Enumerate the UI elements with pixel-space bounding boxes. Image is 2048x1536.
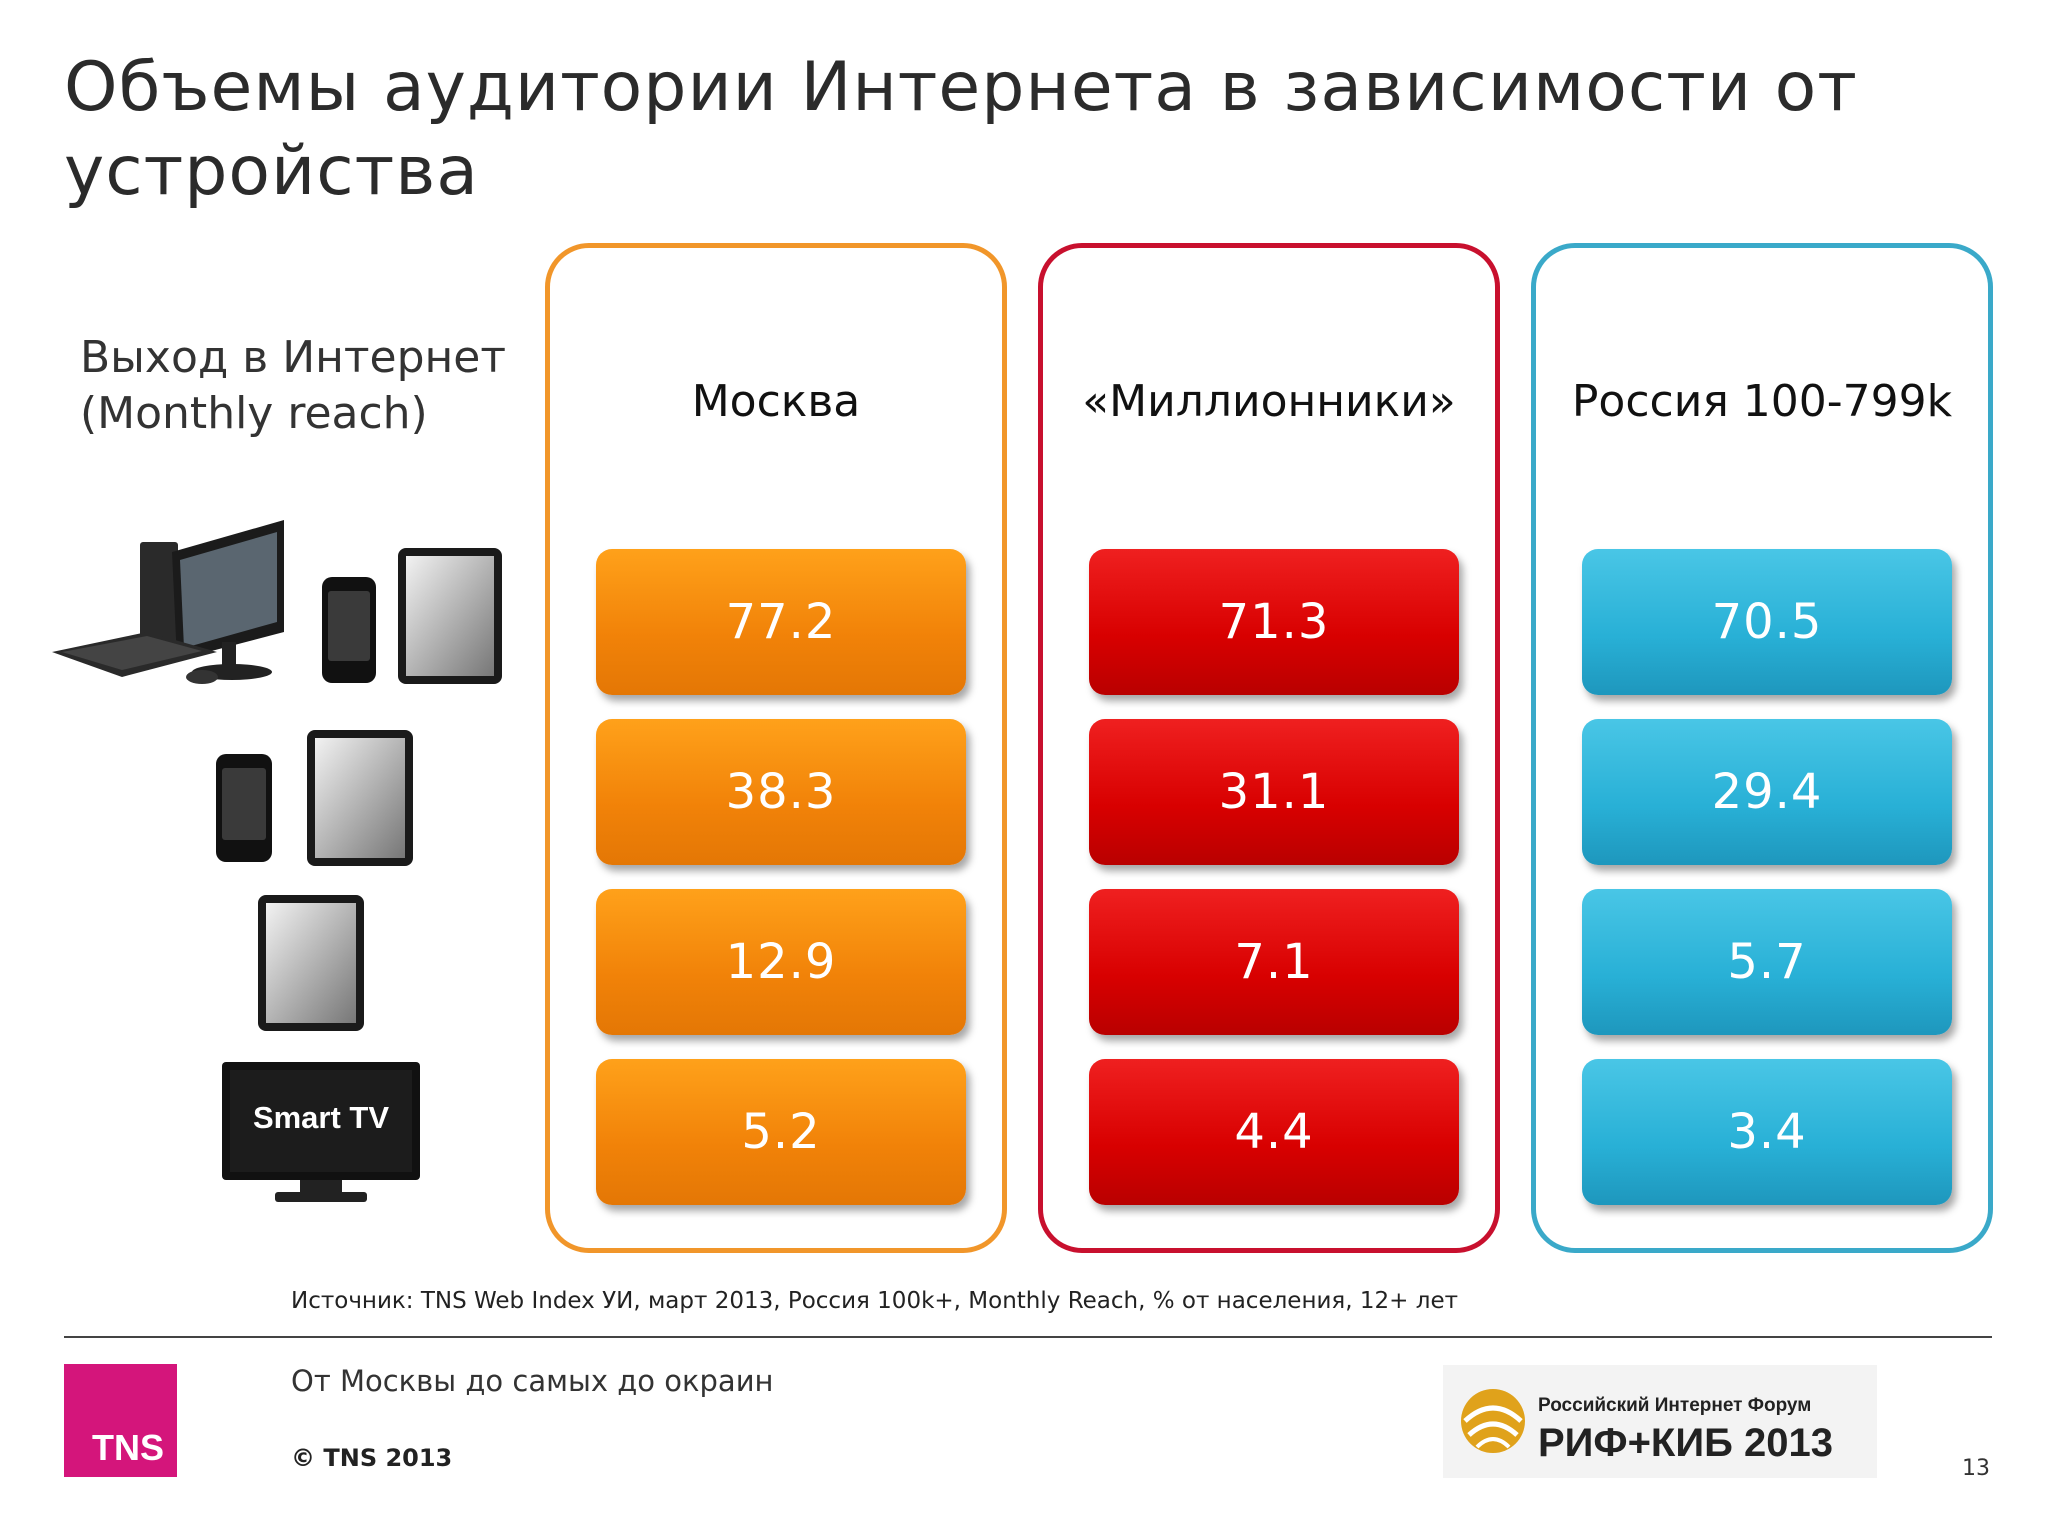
region-title: Москва <box>691 376 861 427</box>
smartphone-icon <box>216 754 272 862</box>
tns-logo-text: TNS <box>92 1427 164 1468</box>
region-title: Россия 100-799k <box>1571 376 1953 427</box>
footer-tagline: От Москвы до самых до окраин <box>291 1364 774 1398</box>
value-box: 71.3 <box>1089 549 1459 695</box>
rif-logo-small-text: Российский Интернет Форум <box>1538 1395 1812 1416</box>
slide-title: Объемы аудитории Интернета в зависимости… <box>64 48 1858 211</box>
row-label: Выход в Интернет (Monthly reach) <box>80 330 540 442</box>
value-box: 31.1 <box>1089 719 1459 865</box>
rif-logo-big-text: РИФ+КИБ 2013 <box>1538 1421 1833 1465</box>
row-label-line2: (Monthly reach) <box>80 388 428 439</box>
source-note: Источник: TNS Web Index УИ, март 2013, Р… <box>291 1288 1458 1314</box>
page-number: 13 <box>1962 1456 1990 1481</box>
value-box: 7.1 <box>1089 889 1459 1035</box>
value-box: 3.4 <box>1582 1059 1952 1205</box>
smartphone-icon <box>322 577 376 683</box>
value-box: 70.5 <box>1582 549 1952 695</box>
tablet-icon <box>307 730 413 866</box>
smart-tv-label: Smart TV <box>252 1100 390 1135</box>
copyright: © TNS 2013 <box>291 1444 453 1472</box>
value-box: 77.2 <box>596 549 966 695</box>
value-box: 4.4 <box>1089 1059 1459 1205</box>
region-title: «Миллионники» <box>1082 376 1456 427</box>
value-box: 12.9 <box>596 889 966 1035</box>
value-box: 29.4 <box>1582 719 1952 865</box>
desktop-computer-icon <box>52 520 284 684</box>
region-panel-moscow: Москва 77.2 38.3 12.9 5.2 <box>545 243 1007 1253</box>
rif-logo: Российский Интернет Форум РИФ+КИБ 2013 <box>1443 1365 1877 1478</box>
smart-tv-icon: Smart TV <box>220 1060 422 1210</box>
tns-logo: TNS <box>64 1364 177 1477</box>
tablet-icon <box>258 895 364 1031</box>
value-box: 5.7 <box>1582 889 1952 1035</box>
value-box: 38.3 <box>596 719 966 865</box>
rif-emblem-icon <box>1461 1389 1525 1453</box>
region-panel-millionniki: «Миллионники» 71.3 31.1 7.1 4.4 <box>1038 243 1500 1253</box>
value-box: 5.2 <box>596 1059 966 1205</box>
footer-divider <box>64 1336 1992 1338</box>
tablet-icon <box>398 548 502 684</box>
region-panel-russia: Россия 100-799k 70.5 29.4 5.7 3.4 <box>1531 243 1993 1253</box>
row-label-line1: Выход в Интернет <box>80 332 506 383</box>
